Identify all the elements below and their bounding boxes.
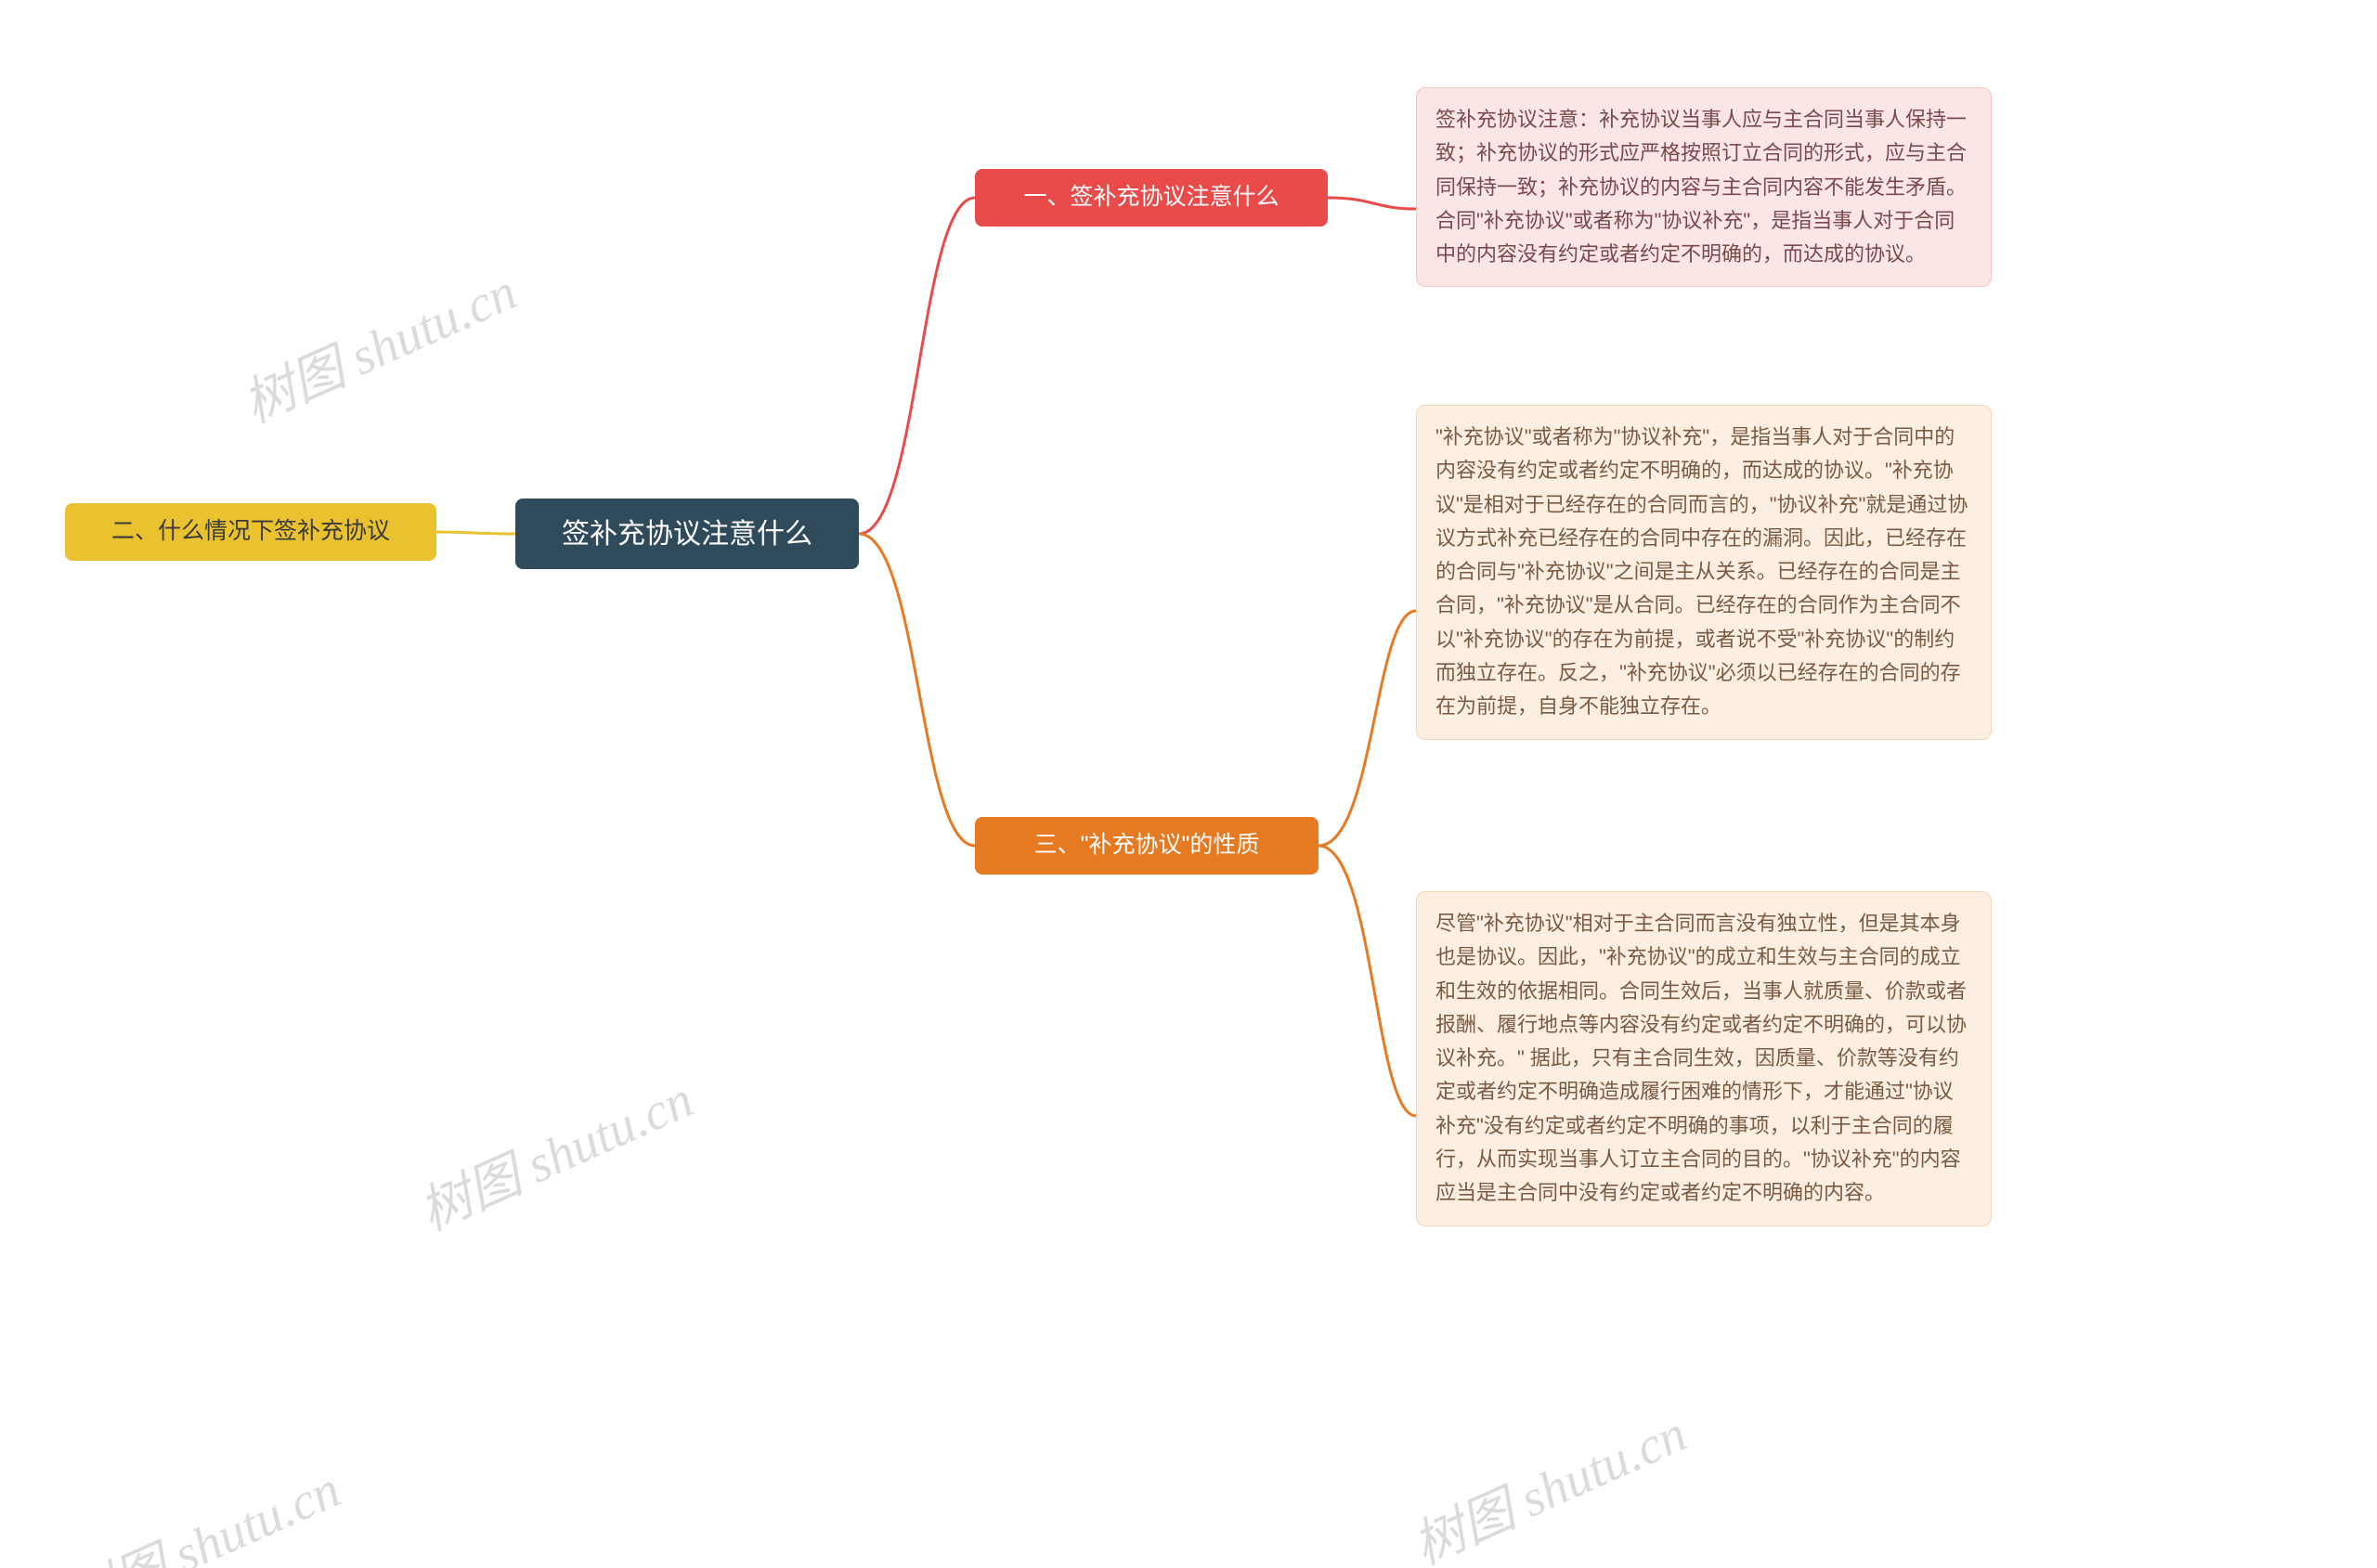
edge-root-r2: [859, 534, 975, 846]
edge-r1-r1a: [1328, 198, 1416, 209]
leaf-node-r1a[interactable]: 签补充协议注意：补充协议当事人应与主合同当事人保持一致；补充协议的形式应严格按照…: [1416, 87, 1992, 287]
leaf-text: 尽管"补充协议"相对于主合同而言没有独立性，但是其本身也是协议。因此，"补充协议…: [1435, 912, 1967, 1204]
watermark: 树图 shutu.cn: [406, 1058, 703, 1246]
leaf-node-r2a[interactable]: "补充协议"或者称为"协议补充"，是指当事人对于合同中的内容没有约定或者约定不明…: [1416, 405, 1992, 740]
connector-layer: [0, 0, 2377, 1568]
leaf-node-r2b[interactable]: 尽管"补充协议"相对于主合同而言没有独立性，但是其本身也是协议。因此，"补充协议…: [1416, 891, 1992, 1226]
watermark: 树图 shutu.cn: [53, 1448, 350, 1568]
edge-root-r1: [859, 198, 975, 534]
root-label: 签补充协议注意什么: [562, 513, 812, 555]
edge-root-left1: [436, 532, 515, 534]
watermark-text: 树图 shutu.cn: [235, 263, 525, 434]
branch-label: 二、什么情况下签补充协议: [111, 514, 390, 550]
watermark-text: 树图 shutu.cn: [411, 1070, 701, 1241]
watermark: 树图 shutu.cn: [1399, 1393, 1696, 1568]
edge-r2-r2a: [1318, 611, 1416, 846]
watermark-text: 树图 shutu.cn: [58, 1460, 348, 1568]
branch-label: 一、签补充协议注意什么: [1023, 180, 1279, 215]
watermark-text: 树图 shutu.cn: [1405, 1405, 1695, 1568]
leaf-text: 签补充协议注意：补充协议当事人应与主合同当事人保持一致；补充协议的形式应严格按照…: [1435, 108, 1967, 266]
watermark: 树图 shutu.cn: [229, 251, 526, 438]
edge-r2-r2b: [1318, 846, 1416, 1116]
branch-node-left1[interactable]: 二、什么情况下签补充协议: [65, 503, 436, 561]
branch-node-r2[interactable]: 三、"补充协议"的性质: [975, 817, 1318, 875]
branch-node-r1[interactable]: 一、签补充协议注意什么: [975, 169, 1328, 227]
leaf-text: "补充协议"或者称为"协议补充"，是指当事人对于合同中的内容没有约定或者约定不明…: [1435, 425, 1968, 718]
branch-label: 三、"补充协议"的性质: [1034, 828, 1260, 863]
root-node[interactable]: 签补充协议注意什么: [515, 499, 859, 569]
